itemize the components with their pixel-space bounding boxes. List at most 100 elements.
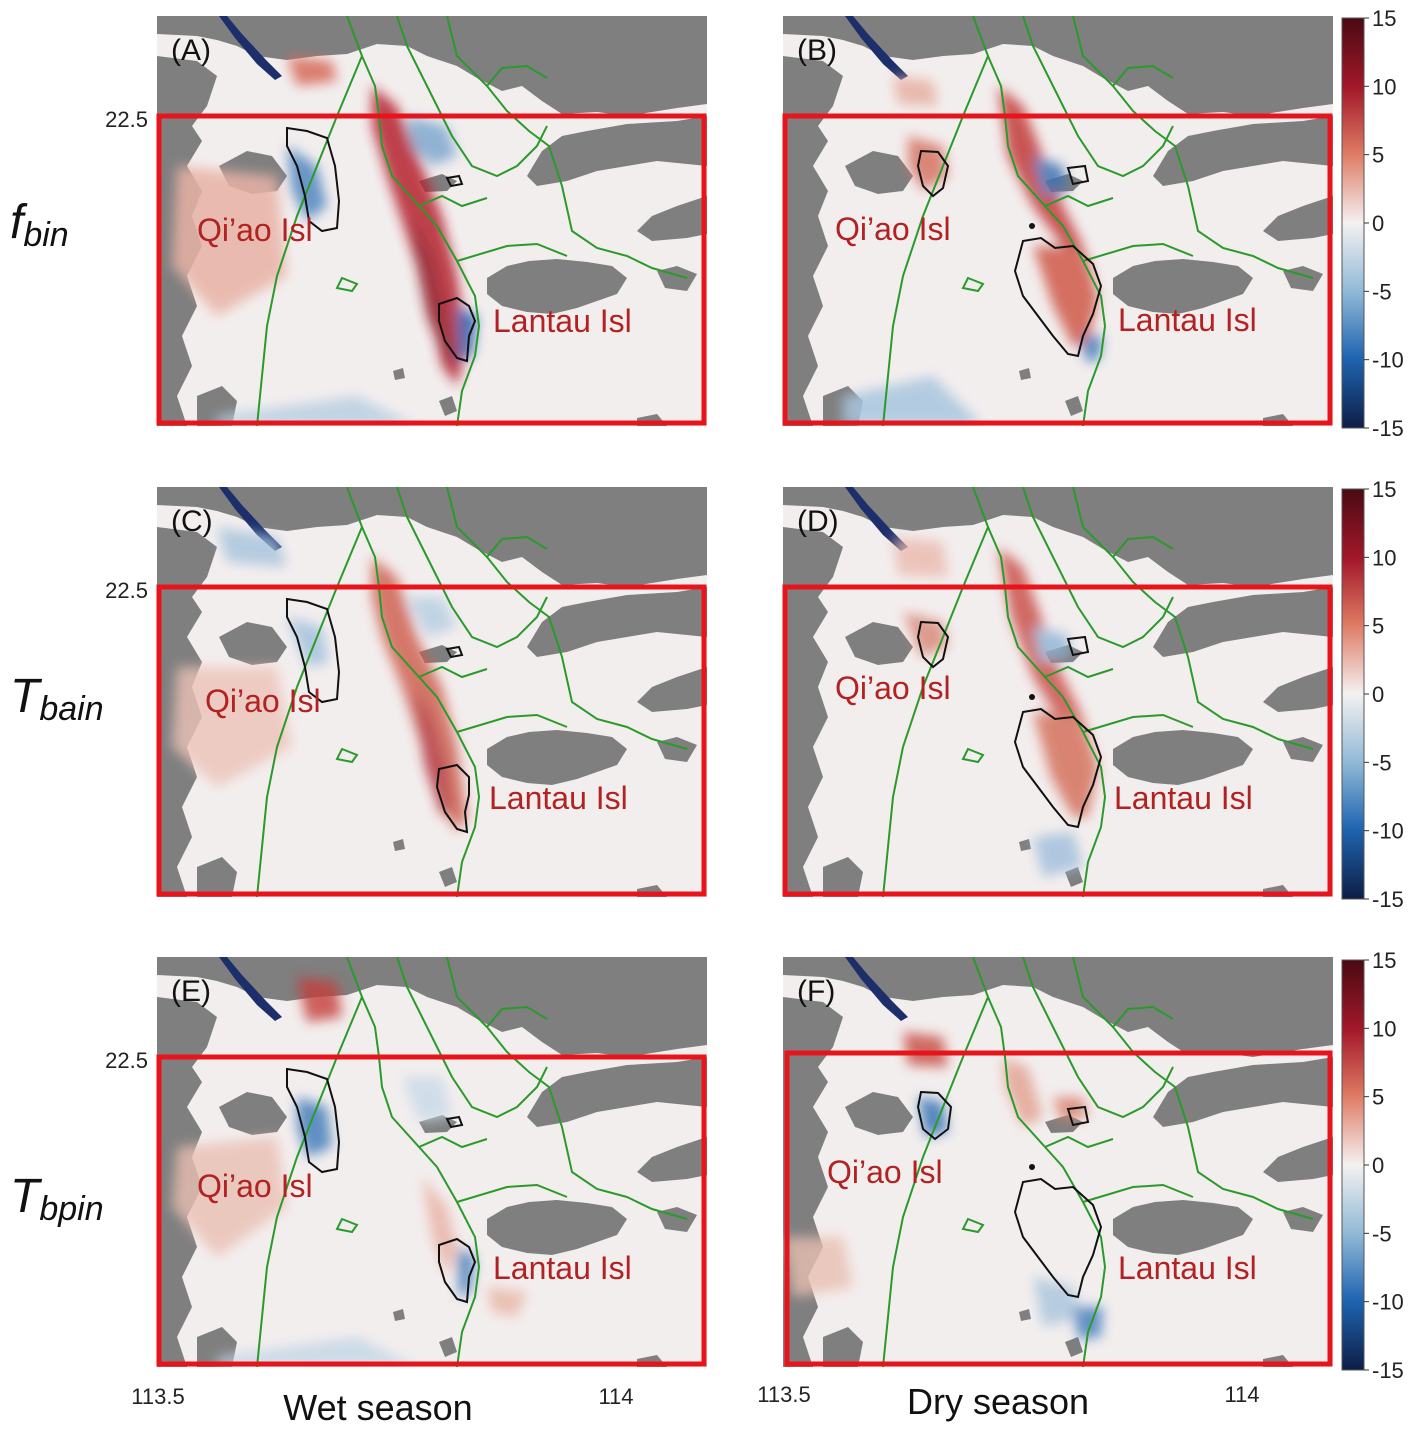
contour-lantau bbox=[1013, 236, 1103, 358]
colorbars: 15 10 5 0 -5 -10 -15 15 10 5 0 -5 -10 -15 15 10 5 0 -5 -10 -… bbox=[1341, 6, 1404, 1383]
colorbar bbox=[1341, 488, 1365, 900]
colorbar-tick-label: 0 bbox=[1372, 1153, 1384, 1178]
colorbar bbox=[1341, 17, 1365, 429]
panel-letter: (D) bbox=[797, 505, 839, 538]
contour-lantau-west bbox=[438, 1237, 477, 1304]
island-label-lantau: Lantau Isl bbox=[493, 303, 632, 339]
map-panel-a: (A) Qi’ao Isl Lantau Isl bbox=[156, 16, 707, 426]
panel-letter: (F) bbox=[797, 975, 835, 1008]
contour-small bbox=[1066, 635, 1090, 657]
island-label-qiao: Qi’ao Isl bbox=[835, 211, 951, 247]
row-label-base: T bbox=[10, 1170, 43, 1223]
colorbar-tick-label: 5 bbox=[1372, 1085, 1384, 1110]
contour-small bbox=[445, 1115, 464, 1129]
contour-lantau bbox=[1013, 1177, 1103, 1299]
colorbar-tick-label: 0 bbox=[1372, 682, 1384, 707]
colorbar-tick-label: -5 bbox=[1372, 279, 1392, 304]
panel-letter: (A) bbox=[171, 34, 211, 67]
island-label-lantau: Lantau Isl bbox=[1118, 1250, 1257, 1286]
island-label-qiao: Qi’ao Isl bbox=[827, 1154, 943, 1190]
colorbar-tick-label: 5 bbox=[1372, 143, 1384, 168]
colorbar-tick-label: -5 bbox=[1372, 750, 1392, 775]
colorbar-tick-label: -5 bbox=[1372, 1221, 1392, 1246]
lat-tick-label: 22.5 bbox=[105, 107, 148, 132]
island-label-qiao: Qi’ao Isl bbox=[197, 1168, 313, 1204]
colorbar-tick-label: -15 bbox=[1372, 887, 1404, 912]
island-label-lantau: Lantau Isl bbox=[489, 780, 628, 816]
lat-tick-label: 22.5 bbox=[105, 578, 148, 603]
colorbar-tick-label: -15 bbox=[1372, 416, 1404, 441]
contour-qiao bbox=[916, 149, 950, 198]
colorbar-tick-label: 0 bbox=[1372, 211, 1384, 236]
contour-qiao bbox=[286, 126, 341, 233]
panel-letter: (C) bbox=[171, 505, 213, 538]
contour-qiao bbox=[916, 620, 950, 669]
island-label-lantau: Lantau Isl bbox=[1118, 302, 1257, 338]
svg-text:Tbain: Tbain bbox=[10, 670, 104, 728]
study-region-box bbox=[782, 584, 1333, 897]
island-label-lantau: Lantau Isl bbox=[1114, 780, 1253, 816]
study-region-box bbox=[156, 113, 707, 426]
lat-tick-label: 22.5 bbox=[105, 1048, 148, 1073]
anomaly-field bbox=[172, 56, 477, 426]
row-label-sub: bain bbox=[39, 690, 103, 728]
lon-tick-label: 113.5 bbox=[131, 1384, 184, 1409]
row-label-fbin: fbin bbox=[10, 196, 69, 254]
lon-tick-label: 114 bbox=[1224, 1382, 1259, 1407]
colorbar-tick-label: -10 bbox=[1372, 1290, 1404, 1315]
panel-letter: (B) bbox=[797, 34, 837, 67]
lon-tick-label: 113.5 bbox=[757, 1382, 810, 1407]
season-label-wet: Wet season bbox=[283, 1387, 472, 1428]
study-region-box bbox=[156, 1054, 707, 1367]
contour-dot bbox=[1029, 694, 1035, 700]
colorbar-tick-label: -10 bbox=[1372, 819, 1404, 844]
map-panel-f: (F) Qi’ao Isl Lantau Isl bbox=[783, 957, 1333, 1367]
colorbar bbox=[1341, 959, 1365, 1371]
study-region-box bbox=[782, 113, 1333, 426]
map-panel-e: (E) Qi’ao Isl Lantau Isl bbox=[156, 957, 707, 1367]
contour-qiao bbox=[286, 1067, 341, 1174]
colorbar-tick-label: -10 bbox=[1372, 348, 1404, 373]
study-region-box bbox=[156, 584, 707, 897]
anomaly-field bbox=[172, 527, 467, 832]
map-panel-d: (D) Qi’ao Isl Lantau Isl bbox=[782, 487, 1333, 897]
contour-small bbox=[445, 174, 464, 188]
svg-text:Tbpin: Tbpin bbox=[10, 1170, 104, 1228]
lon-tick-label: 114 bbox=[598, 1384, 633, 1409]
contour-dot bbox=[1029, 223, 1035, 229]
contour-qiao bbox=[916, 1090, 953, 1141]
island-label-qiao: Qi’ao Isl bbox=[205, 683, 321, 719]
season-label-dry: Dry season bbox=[907, 1381, 1089, 1422]
colorbar-tick-label: 15 bbox=[1372, 477, 1396, 502]
anomaly-field bbox=[172, 977, 527, 1367]
map-panel-b: (B) Qi’ao Isl Lantau Isl bbox=[782, 16, 1333, 426]
island-label-lantau: Lantau Isl bbox=[493, 1250, 632, 1286]
row-label-sub: bin bbox=[23, 216, 68, 254]
contour-small bbox=[1066, 1105, 1090, 1127]
colorbar-tick-label: 10 bbox=[1372, 545, 1396, 570]
contour-small bbox=[1066, 164, 1090, 186]
row-label-tbain: Tbain bbox=[10, 670, 104, 728]
colorbar-tick-label: 10 bbox=[1372, 1016, 1396, 1041]
contour-small bbox=[445, 645, 464, 659]
study-region-box bbox=[784, 1050, 1333, 1367]
contour-dot bbox=[1029, 1164, 1035, 1170]
island-label-qiao: Qi’ao Isl bbox=[835, 670, 951, 706]
contour-lantau-west bbox=[438, 296, 477, 363]
colorbar-tick-label: 15 bbox=[1372, 948, 1396, 973]
contour-qiao bbox=[286, 597, 341, 704]
row-label-sub: bpin bbox=[39, 1190, 103, 1228]
panel-letter: (E) bbox=[171, 975, 211, 1008]
island-label-qiao: Qi’ao Isl bbox=[197, 212, 313, 248]
svg-text:fbin: fbin bbox=[10, 196, 69, 254]
colorbar-tick-label: 10 bbox=[1372, 74, 1396, 99]
row-label-tbpin: Tbpin bbox=[10, 1170, 104, 1228]
colorbar-tick-label: -15 bbox=[1372, 1358, 1404, 1383]
contour-lantau-west bbox=[435, 763, 470, 834]
map-panel-c: (C) Qi’ao Isl Lantau Isl bbox=[156, 487, 707, 897]
colorbar-tick-label: 15 bbox=[1372, 6, 1396, 31]
colorbar-tick-label: 5 bbox=[1372, 614, 1384, 639]
row-label-base: T bbox=[10, 670, 43, 723]
contour-lantau bbox=[1013, 707, 1103, 829]
